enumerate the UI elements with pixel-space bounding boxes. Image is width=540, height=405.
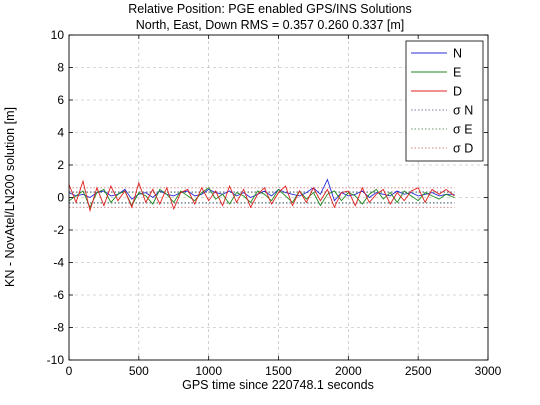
y-tick-label: 4 — [57, 126, 64, 140]
legend-label: N — [453, 47, 462, 61]
y-tick-label: 10 — [51, 28, 65, 42]
series-group — [68, 178, 455, 213]
legend-label: σ N — [453, 104, 473, 118]
y-tick-label: 6 — [57, 93, 64, 107]
x-tick-label: 1000 — [195, 364, 222, 378]
legend-label: E — [453, 66, 461, 80]
y-tick-label: -6 — [53, 288, 64, 302]
x-tick-label: 3000 — [475, 364, 502, 378]
legend-label: σ E — [453, 123, 473, 137]
x-tick-label: 1500 — [265, 364, 292, 378]
x-tick-label: 2500 — [405, 364, 432, 378]
y-tick-label: 8 — [57, 61, 64, 75]
axes: 0 500 1000 1500 2000 2500 3000 -10 -8 -6 -4 -2 0 2 4 6 8… — [47, 28, 502, 378]
y-tick-label: -4 — [53, 256, 64, 270]
y-axis-label: KN - NovAtel/LN200 solution [m] — [3, 107, 17, 287]
y-tick-label: 2 — [57, 158, 64, 172]
x-tick-label: 500 — [129, 364, 149, 378]
x-axis-label: GPS time since 220748.1 seconds — [182, 378, 374, 392]
legend-label: D — [453, 85, 462, 99]
x-tick-label: 0 — [66, 364, 73, 378]
y-tick-label: -10 — [47, 353, 65, 367]
chart-title: Relative Position: PGE enabled GPS/INS S… — [128, 2, 412, 16]
series-line-D — [68, 179, 455, 213]
x-tick-label: 2000 — [335, 364, 362, 378]
y-tick-label: -2 — [53, 223, 64, 237]
y-tick-label: 0 — [57, 191, 64, 205]
y-tick-label: -8 — [53, 321, 64, 335]
plot-frame — [68, 34, 489, 361]
legend-box — [405, 40, 484, 162]
chart-subtitle: North, East, Down RMS = 0.357 0.260 0.33… — [135, 18, 405, 32]
legend-label: σ D — [453, 142, 473, 156]
